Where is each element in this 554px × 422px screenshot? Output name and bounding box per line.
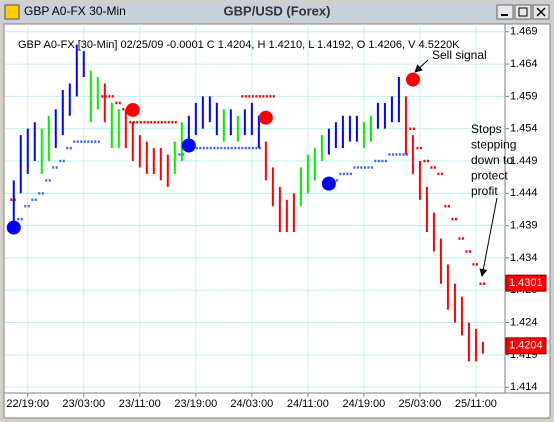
y-tick-label: 1.449	[510, 155, 538, 167]
annotation: profit	[471, 184, 498, 198]
signal-marker	[405, 72, 420, 87]
window-buttons	[496, 4, 550, 20]
price-label: 1.4204	[509, 340, 543, 352]
close-icon	[536, 7, 546, 17]
x-tick-label: 25/11:00	[455, 398, 497, 410]
price-label-box	[505, 274, 547, 292]
y-tick-label: 1.444	[510, 187, 538, 199]
x-tick-label: 23/19:00	[174, 398, 217, 410]
x-tick-label: 23/11:00	[119, 398, 161, 410]
annotation: stepping	[471, 138, 516, 152]
y-tick-label: 1.434	[510, 252, 538, 264]
x-tick-label: 22/19:00	[6, 398, 49, 410]
chart-panel	[3, 23, 551, 419]
annotation-arrow	[414, 59, 429, 73]
signal-marker	[321, 176, 336, 191]
price-label-box	[505, 337, 547, 355]
maximize-button[interactable]	[514, 4, 532, 20]
x-tick-label: 24/11:00	[287, 398, 329, 410]
minimize-button[interactable]	[496, 4, 514, 20]
window-icon	[4, 4, 20, 20]
annotation: Stops	[471, 122, 502, 136]
annotation: protect	[471, 169, 508, 183]
x-tick-label: 25/03:00	[399, 398, 442, 410]
x-tick-label: 24/19:00	[342, 398, 385, 410]
signal-marker	[181, 138, 196, 153]
info-line: GBP A0-FX [30-Min] 02/25/09 -0.0001 C 1.…	[18, 39, 460, 51]
chart-title: GBP/USD (Forex)	[224, 3, 331, 18]
maximize-icon	[518, 7, 528, 17]
window-title: GBP A0-FX 30-Min	[24, 4, 126, 18]
annotation-arrow	[479, 197, 498, 277]
y-tick-label: 1.454	[510, 123, 538, 135]
title-bar	[2, 2, 552, 22]
y-tick-label: 1.414	[510, 381, 538, 393]
signal-marker	[6, 220, 21, 235]
annotation: down to	[471, 153, 513, 167]
annotation: Sell signal	[432, 48, 487, 62]
x-tick-label: 23/03:00	[62, 398, 105, 410]
y-tick-label: 1.424	[510, 316, 538, 328]
x-tick-label: 24/03:00	[230, 398, 273, 410]
y-tick-label: 1.464	[510, 58, 538, 70]
signal-marker	[258, 110, 273, 125]
y-tick-label: 1.439	[510, 220, 538, 232]
price-label: 1.4301	[509, 277, 543, 289]
y-tick-label: 1.459	[510, 90, 538, 102]
y-tick-label: 1.469	[510, 26, 538, 38]
signal-marker	[125, 102, 140, 117]
